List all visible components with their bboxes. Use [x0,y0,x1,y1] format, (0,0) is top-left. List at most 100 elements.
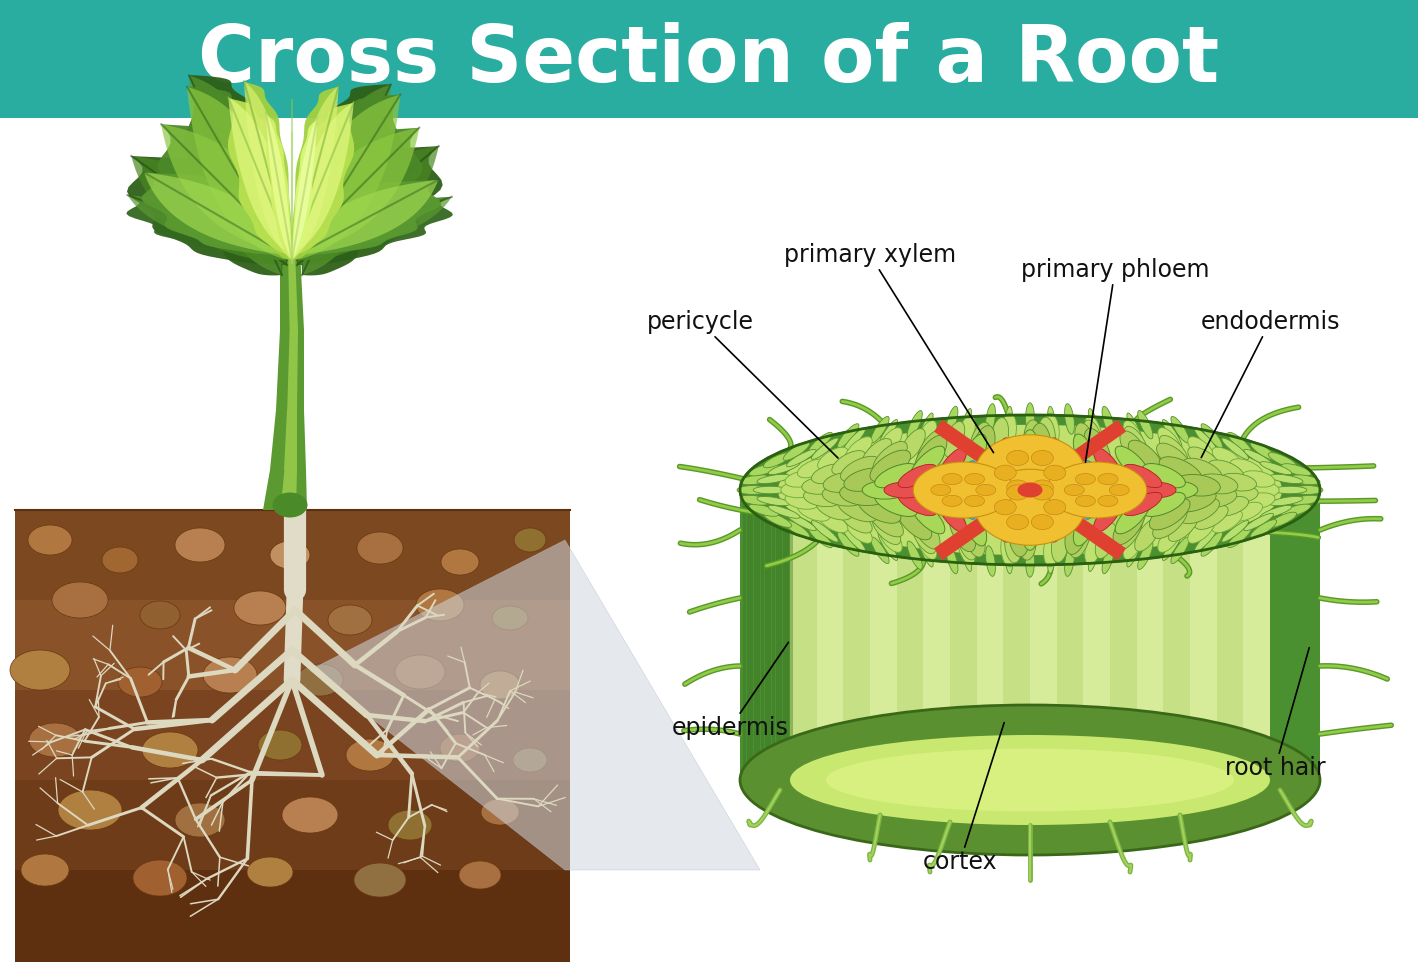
Ellipse shape [1025,455,1035,472]
Polygon shape [292,118,318,260]
Ellipse shape [1085,428,1112,472]
Ellipse shape [749,464,778,476]
Ellipse shape [963,461,976,476]
Polygon shape [1083,490,1110,780]
Polygon shape [1056,490,1083,780]
Ellipse shape [1153,507,1187,539]
Ellipse shape [1201,532,1222,557]
Ellipse shape [1183,459,1222,483]
Ellipse shape [1222,438,1249,460]
Ellipse shape [942,473,961,485]
Ellipse shape [976,484,995,496]
Ellipse shape [1064,484,1085,496]
Ellipse shape [769,506,800,518]
Ellipse shape [898,465,937,488]
Polygon shape [292,86,339,260]
Ellipse shape [986,546,995,576]
Ellipse shape [1056,463,1068,479]
Ellipse shape [1007,485,1028,500]
Ellipse shape [912,512,940,549]
Ellipse shape [900,428,926,462]
Polygon shape [126,195,292,255]
Ellipse shape [986,404,995,434]
Ellipse shape [1007,451,1028,465]
Ellipse shape [1120,476,1137,487]
Ellipse shape [1075,495,1096,507]
Ellipse shape [957,416,976,449]
Ellipse shape [1083,420,1103,457]
Ellipse shape [1123,420,1144,452]
Polygon shape [296,146,442,265]
Ellipse shape [1289,475,1320,485]
Ellipse shape [1042,501,1052,519]
Ellipse shape [875,464,917,488]
Polygon shape [761,490,764,780]
Ellipse shape [1244,514,1273,530]
Ellipse shape [1007,514,1028,529]
Ellipse shape [1229,459,1262,478]
Ellipse shape [862,481,908,499]
Ellipse shape [908,541,922,569]
Ellipse shape [917,413,933,444]
Ellipse shape [949,508,976,552]
Ellipse shape [841,457,881,482]
Ellipse shape [1075,423,1098,465]
FancyBboxPatch shape [16,780,570,872]
Ellipse shape [915,435,947,475]
Ellipse shape [272,493,308,517]
Polygon shape [1137,490,1163,780]
Ellipse shape [1160,435,1188,466]
Ellipse shape [1025,403,1035,434]
Ellipse shape [1180,498,1219,523]
Ellipse shape [811,464,848,483]
FancyBboxPatch shape [16,510,570,960]
Ellipse shape [1245,482,1279,498]
Polygon shape [764,490,767,780]
Ellipse shape [1073,434,1098,476]
Ellipse shape [140,601,180,629]
Ellipse shape [783,442,810,461]
Text: pericycle: pericycle [647,310,838,458]
Polygon shape [934,419,1126,561]
Ellipse shape [1134,518,1160,552]
Ellipse shape [396,655,445,689]
Ellipse shape [1024,419,1042,463]
Ellipse shape [740,705,1320,855]
Ellipse shape [1153,481,1198,499]
Ellipse shape [1038,417,1055,455]
Ellipse shape [1221,486,1258,503]
Ellipse shape [845,517,872,543]
Polygon shape [776,490,778,780]
Ellipse shape [1017,517,1037,561]
Ellipse shape [1109,484,1129,496]
Ellipse shape [838,497,878,521]
Ellipse shape [916,420,937,452]
Polygon shape [754,490,757,780]
Ellipse shape [1261,462,1292,474]
Ellipse shape [1085,416,1102,449]
Ellipse shape [1188,437,1215,463]
Ellipse shape [868,506,903,537]
Ellipse shape [1127,536,1141,567]
Ellipse shape [753,486,787,494]
Polygon shape [302,84,391,275]
Ellipse shape [946,407,959,436]
Ellipse shape [942,495,961,507]
Ellipse shape [1089,409,1099,441]
Ellipse shape [993,438,1011,479]
Ellipse shape [838,423,859,448]
Ellipse shape [976,435,1085,511]
Ellipse shape [1098,478,1116,489]
Ellipse shape [1076,488,1096,498]
Polygon shape [1244,490,1271,780]
Ellipse shape [354,863,406,897]
Ellipse shape [1163,419,1181,448]
Ellipse shape [808,526,832,548]
Ellipse shape [923,493,940,504]
Ellipse shape [946,544,959,573]
Polygon shape [790,490,1271,780]
Ellipse shape [783,519,810,538]
Ellipse shape [1095,522,1116,559]
Ellipse shape [1282,464,1312,476]
Ellipse shape [1065,546,1075,576]
